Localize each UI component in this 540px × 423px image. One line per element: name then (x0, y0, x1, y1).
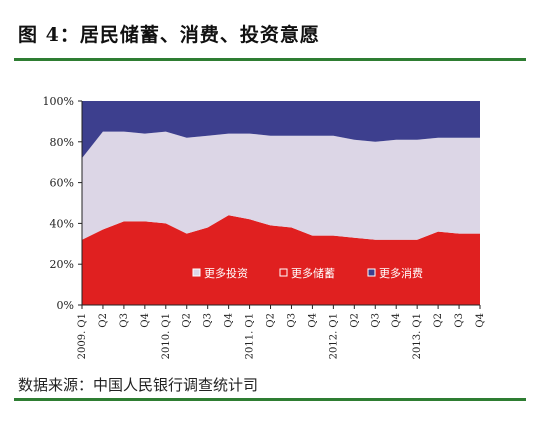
x-tick-label: Q3 (370, 313, 381, 328)
x-tick-label: 2011. Q1 (245, 313, 256, 359)
x-tick-label: Q2 (266, 313, 277, 328)
y-tick-label: 100% (43, 95, 74, 108)
x-tick-label: Q2 (98, 313, 109, 328)
x-tick-label: Q3 (119, 313, 130, 328)
legend-label: 更多消费 (379, 266, 423, 280)
area-series-1 (82, 215, 480, 305)
legend-label: 更多投资 (204, 266, 248, 280)
top-rule (14, 58, 526, 61)
y-tick-label: 0% (57, 299, 74, 312)
x-tick-label: 2012. Q1 (328, 313, 339, 359)
source-text: 中国人民银行调查统计司 (93, 376, 259, 394)
x-tick-label: 2010. Q1 (161, 313, 172, 359)
x-tick-label: Q4 (140, 313, 151, 328)
y-tick-label: 40% (50, 217, 74, 230)
source-label: 数据来源： (18, 376, 94, 394)
y-tick-label: 80% (50, 136, 74, 149)
x-tick-label: Q3 (454, 313, 465, 328)
legend-swatch (192, 268, 201, 277)
x-tick-label: 2009. Q1 (77, 313, 88, 359)
legend-swatch (367, 268, 376, 277)
x-tick-label: Q4 (475, 313, 486, 328)
x-tick-label: Q2 (349, 313, 360, 328)
x-tick-label: Q4 (224, 313, 235, 328)
x-tick-label: Q2 (182, 313, 193, 328)
legend-swatch (279, 268, 288, 277)
x-tick-label: Q2 (433, 313, 444, 328)
x-tick-label: Q3 (286, 313, 297, 328)
x-tick-label: Q4 (307, 313, 318, 328)
y-tick-label: 60% (50, 177, 74, 190)
bottom-rule (14, 398, 526, 401)
source-note: 数据来源：中国人民银行调查统计司 (18, 374, 258, 395)
x-tick-label: Q3 (203, 313, 214, 328)
y-tick-label: 20% (50, 258, 74, 271)
x-tick-label: Q4 (391, 313, 402, 328)
area-series-3 (82, 101, 480, 159)
chart-title: 图 4：居民储蓄、消费、投资意愿 (18, 24, 320, 46)
area-series-2 (82, 131, 480, 240)
x-tick-label: 2013. Q1 (412, 313, 423, 359)
legend-label: 更多储蓄 (291, 266, 335, 280)
